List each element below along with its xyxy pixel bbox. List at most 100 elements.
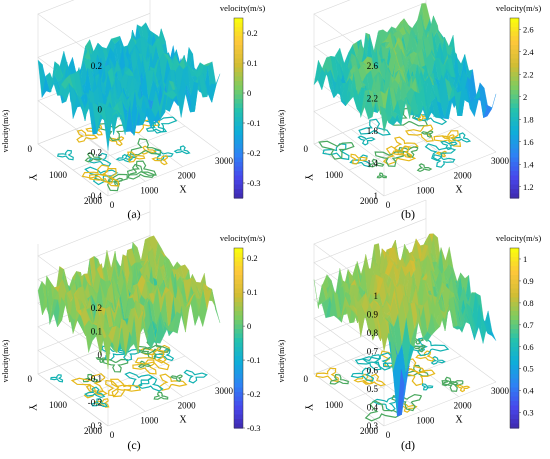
contour-line	[398, 146, 419, 158]
colorbar-tick-label: 0.8	[523, 298, 534, 308]
colorbar-segment	[510, 90, 519, 96]
colorbar-segment	[234, 315, 243, 321]
chart-panel-3: 0.2 0.1 0 -0.1 -0.2 -0.3 0 1000 2000 3000 0 1000 200…	[1, 200, 265, 452]
colorbar-segment	[234, 175, 243, 181]
colorbar-tick-label: 0.7	[523, 320, 534, 330]
contour-line	[400, 402, 418, 413]
contour-line	[357, 135, 376, 146]
colorbar-segment	[234, 126, 243, 132]
x-tick-label: 1000	[140, 415, 159, 425]
x-axis-label: X	[179, 414, 187, 425]
colorbar-segment	[234, 94, 243, 100]
colorbar-segment	[510, 419, 519, 425]
colorbar-segment	[234, 144, 243, 150]
x-tick-label: 2000	[454, 171, 473, 181]
colorbar: 0.2 0.1 0 -0.1 -0.2 -0.3 velocity(m/s)	[220, 233, 265, 433]
y-tick-label: 2000	[360, 196, 379, 206]
colorbar-segment	[510, 320, 519, 326]
z-tick-label: 0.8	[367, 328, 379, 338]
surface-patch	[487, 93, 497, 110]
y-tick-label: 2000	[360, 426, 379, 436]
colorbar-segment	[234, 410, 243, 416]
colorbar-segment	[510, 31, 519, 37]
colorbar-segment	[234, 184, 243, 190]
colorbar-segment	[510, 257, 519, 263]
contour-line	[404, 124, 434, 143]
colorbar-segment	[234, 153, 243, 159]
colorbar-segment	[234, 306, 243, 312]
colorbar-segment	[234, 139, 243, 145]
colorbar-segment	[234, 135, 243, 141]
colorbar-segment	[234, 45, 243, 51]
z-tick-label: 1.8	[367, 126, 379, 136]
colorbar-tick-label: 0.2	[247, 253, 258, 263]
colorbar-segment	[234, 257, 243, 263]
colorbar-segment	[510, 311, 519, 317]
colorbar-segment	[510, 387, 519, 393]
colorbar-tick-label: 2.4	[523, 47, 534, 57]
z-axis-label: velocity(m/s)	[277, 339, 286, 382]
colorbar-segment	[510, 338, 519, 344]
colorbar-segment	[234, 266, 243, 272]
colorbar-segment	[510, 36, 519, 42]
z-tick-label: 0.5	[367, 384, 379, 394]
colorbar-segment	[234, 112, 243, 118]
colorbar-segment	[234, 31, 243, 37]
colorbar-segment	[234, 401, 243, 407]
contour-line	[83, 384, 109, 399]
colorbar-segment	[510, 378, 519, 384]
contour-line	[132, 359, 157, 375]
colorbar-segment	[510, 396, 519, 402]
floor-contours	[318, 105, 472, 179]
colorbar-tick-label: -0.2	[247, 148, 260, 158]
colorbar-segment	[234, 342, 243, 348]
contour-line	[358, 118, 391, 136]
contour-line	[81, 164, 114, 184]
colorbar-segment	[234, 329, 243, 335]
colorbar-segment	[234, 347, 243, 353]
colorbar-segment	[510, 166, 519, 172]
surface	[37, 22, 221, 151]
surface	[313, 3, 497, 133]
z-axis-label: velocity(m/s)	[1, 339, 10, 382]
z-tick-label: 1	[374, 191, 379, 201]
colorbar-segment	[234, 311, 243, 317]
colorbar-segment	[234, 383, 243, 389]
colorbar-segment	[510, 248, 519, 254]
colorbar-segment	[510, 342, 519, 348]
colorbar-segment	[510, 49, 519, 55]
contour-line	[84, 386, 106, 399]
contour-line	[56, 149, 74, 161]
y-tick-label: 1000	[325, 400, 344, 410]
contour-line	[127, 151, 146, 163]
y-tick-label: 1000	[325, 170, 344, 180]
colorbar-segment	[234, 99, 243, 105]
colorbar-segment	[234, 360, 243, 366]
contour-line	[353, 373, 374, 385]
floor-gridline	[107, 151, 221, 197]
colorbar-segment	[234, 387, 243, 393]
x-axis-label: X	[179, 184, 187, 195]
z-tick-label: 0.9	[367, 310, 379, 320]
colorbar-segment	[234, 302, 243, 308]
colorbar-tick-label: -0.2	[247, 389, 260, 399]
colorbar-segment	[234, 90, 243, 96]
x-tick-label: 0	[386, 430, 391, 440]
contour-line	[362, 373, 386, 387]
z-tick-label: 0.1	[91, 326, 102, 336]
z-tick-label: -0.3	[88, 421, 103, 431]
contour-line	[368, 158, 385, 168]
colorbar-segment	[234, 103, 243, 109]
colorbar-segment	[234, 297, 243, 303]
contour-line	[451, 132, 472, 143]
colorbar-segment	[234, 189, 243, 195]
colorbar-segment	[510, 315, 519, 321]
contour-line	[371, 396, 399, 412]
colorbar-segment	[510, 162, 519, 168]
z-tick-label: 0.3	[367, 421, 379, 431]
contour-line	[82, 373, 99, 383]
y-axis-label: Y	[303, 174, 314, 181]
colorbar-segment	[510, 171, 519, 177]
x-tick-label: 3000	[215, 386, 234, 396]
